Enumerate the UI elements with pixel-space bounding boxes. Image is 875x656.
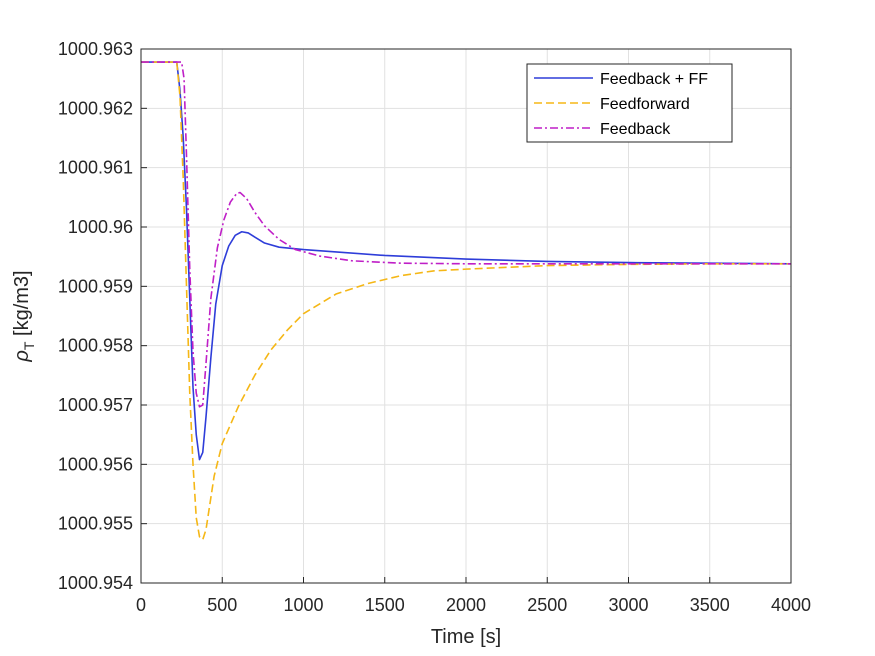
x-tick-labels: 0 500 1000 1500 2000 2500 3000 3500 4000 (136, 595, 811, 615)
y-tick-label: 1000.955 (58, 514, 133, 534)
y-axis-label: ρT [kg/m3] (11, 270, 37, 362)
y-tick-label: 1000.961 (58, 158, 133, 178)
y-tick-label: 1000.957 (58, 395, 133, 415)
x-tick-label: 3500 (690, 595, 730, 615)
x-tick-label: 1000 (283, 595, 323, 615)
x-tick-label: 1500 (365, 595, 405, 615)
x-axis-label: Time [s] (431, 626, 501, 648)
y-axis-label-subscript: T (21, 341, 37, 350)
y-tick-label: 1000.96 (68, 217, 133, 237)
x-tick-label: 2000 (446, 595, 486, 615)
series-layer (141, 61, 792, 541)
series-line-feedback (141, 61, 791, 408)
series-line-feedforward (141, 61, 791, 541)
y-tick-labels: 1000.954 1000.955 1000.956 1000.957 1000.958… (58, 39, 133, 593)
legend-label-feedforward: Feedforward (600, 96, 690, 113)
y-tick-label: 1000.958 (58, 336, 133, 356)
y-axis-label-unit: [kg/m3] (11, 270, 33, 341)
ticks (140, 48, 792, 584)
y-axis-label-symbol: ρ (11, 350, 33, 362)
y-tick-label: 1000.962 (58, 98, 133, 118)
series-line-feedback-ff (141, 61, 792, 461)
x-tick-label: 2500 (527, 595, 567, 615)
y-tick-label: 1000.954 (58, 573, 133, 593)
legend: Feedback + FF Feedforward Feedback (526, 63, 733, 143)
y-tick-label: 1000.956 (58, 454, 133, 474)
x-tick-label: 3000 (608, 595, 648, 615)
x-tick-label: 0 (136, 595, 146, 615)
x-tick-label: 500 (207, 595, 237, 615)
y-tick-label: 1000.963 (58, 39, 133, 59)
legend-label-feedback: Feedback (600, 121, 671, 138)
legend-label-feedback-ff: Feedback + FF (600, 71, 708, 88)
x-tick-label: 4000 (771, 595, 811, 615)
y-tick-label: 1000.959 (58, 276, 133, 296)
